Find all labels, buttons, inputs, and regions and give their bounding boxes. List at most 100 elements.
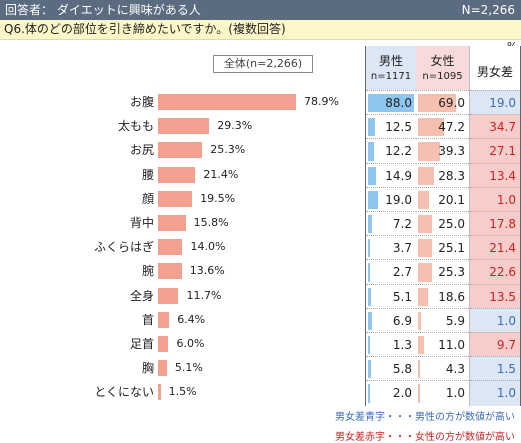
bar (158, 94, 296, 110)
male-mini-bar (368, 384, 370, 403)
category-label: お尻 (129, 143, 154, 158)
male-value: 14.9 (385, 168, 412, 183)
male-cell: 12.2 (366, 138, 416, 163)
female-mini-bar (418, 287, 429, 306)
diff-cell: 21.4 (470, 235, 520, 261)
diff-value: 34.7 (489, 120, 516, 135)
male-mini-bar (368, 239, 370, 258)
bar (158, 166, 196, 183)
female-cell: 18.6 (416, 283, 469, 309)
diff-cell: 1.5 (470, 356, 520, 382)
diff-cell: 19.0 (470, 90, 520, 116)
diff-value: 13.4 (489, 168, 516, 183)
male-cell: 88.0 (366, 90, 416, 115)
male-mini-bar (368, 336, 370, 355)
value-label: 19.5% (200, 191, 236, 205)
male-mini-bar (368, 190, 378, 209)
female-mini-bar (418, 190, 430, 209)
category-label: ふくらはぎ (93, 240, 154, 255)
category-label: 顔 (141, 191, 154, 206)
category-label: 全身 (129, 288, 154, 303)
question-bar: Q6.体のどの部位を引き締めたいですか。(複数回答) (0, 20, 521, 40)
male-value: 2.0 (392, 386, 412, 401)
female-mini-bar (418, 239, 432, 258)
value-label: 1.5% (168, 385, 197, 399)
note-red: 男女差赤字・・・女性の方が数値が高い (335, 432, 515, 443)
header-bar: 回答者： ダイエットに興味がある人 N=2,266 (0, 0, 521, 20)
female-value: 47.2 (438, 120, 465, 135)
male-mini-bar (368, 311, 372, 330)
category-label: 首 (141, 312, 154, 327)
female-cell: 69.0 (416, 90, 469, 115)
bar (158, 287, 179, 304)
male-cell: 5.1 (366, 283, 416, 309)
female-mini-bar (418, 215, 432, 234)
male-mini-bar (368, 94, 414, 113)
female-cell: 47.2 (416, 114, 469, 139)
male-cell: 2.0 (366, 380, 416, 405)
bar (158, 190, 193, 207)
female-cell: 25.1 (416, 235, 469, 260)
value-label: 25.3% (210, 143, 246, 157)
diff-value: 1.5 (496, 362, 516, 377)
male-value: 2.7 (392, 265, 412, 280)
diff-column: 男女差 19.0 34.7 27.1 13.4 1.0 17.8 21.4 22.6 13.5 1… (470, 46, 521, 406)
male-mini-bar (368, 142, 375, 161)
diff-value: 19.0 (489, 96, 516, 111)
male-header: 男性 n=1171 (366, 46, 416, 90)
diff-cell: 9.7 (470, 332, 520, 358)
female-cell: 1.0 (416, 380, 469, 405)
female-cell: 25.0 (416, 211, 469, 236)
female-mini-bar (418, 94, 457, 113)
header-n: N=2,266 (461, 3, 515, 17)
value-label: 6.4% (177, 312, 206, 326)
diff-value: 21.4 (489, 241, 516, 256)
diff-header: 男女差 (470, 46, 520, 90)
male-mini-bar (368, 263, 370, 282)
male-label: 男性 (378, 54, 403, 68)
female-value: 4.3 (445, 362, 465, 377)
female-cell: 20.1 (416, 186, 469, 212)
category-label: 足首 (129, 337, 154, 351)
bar (158, 263, 182, 280)
male-value: 7.2 (392, 217, 412, 232)
diff-cell: 22.6 (470, 259, 520, 285)
female-value: 25.0 (438, 217, 465, 232)
diff-value: 22.6 (489, 265, 516, 280)
category-label: 腕 (141, 264, 154, 279)
female-value: 25.3 (438, 265, 465, 280)
diff-value: 1.0 (496, 313, 516, 328)
category-label: 腰 (141, 167, 154, 182)
male-value: 88.0 (385, 96, 412, 111)
diff-value: 13.5 (489, 289, 516, 304)
header-title: 回答者： ダイエットに興味がある人 (5, 3, 201, 17)
value-label: 5.1% (174, 361, 203, 375)
female-value: 5.9 (445, 313, 465, 328)
diff-cell: 27.1 (470, 138, 520, 164)
male-value: 5.8 (392, 362, 412, 377)
female-label: 女性 (430, 54, 455, 68)
male-cell: 12.5 (366, 114, 416, 139)
male-mini-bar (368, 287, 371, 306)
category-label: 背中 (129, 216, 154, 230)
male-value: 1.3 (392, 338, 412, 353)
value-label: 29.3% (217, 119, 253, 133)
female-mini-bar (418, 166, 434, 185)
male-value: 12.2 (385, 144, 412, 159)
value-label: 13.6% (189, 264, 225, 278)
female-cell: 39.3 (416, 138, 469, 163)
bar (158, 239, 183, 256)
value-label: 11.7% (186, 288, 222, 302)
female-mini-bar (418, 263, 433, 282)
male-mini-bar (368, 360, 372, 379)
diff-cell: 1.0 (470, 380, 520, 406)
male-cell: 6.9 (366, 307, 416, 333)
diff-label: 男女差 (476, 65, 513, 79)
female-value: 11.0 (438, 338, 465, 353)
female-n: n=1095 (422, 71, 463, 82)
category-label: お腹 (129, 95, 154, 109)
male-cell: 3.7 (366, 235, 416, 260)
diff-cell: 1.0 (470, 186, 520, 212)
female-cell: 25.3 (416, 259, 469, 284)
female-value: 18.6 (438, 289, 465, 304)
